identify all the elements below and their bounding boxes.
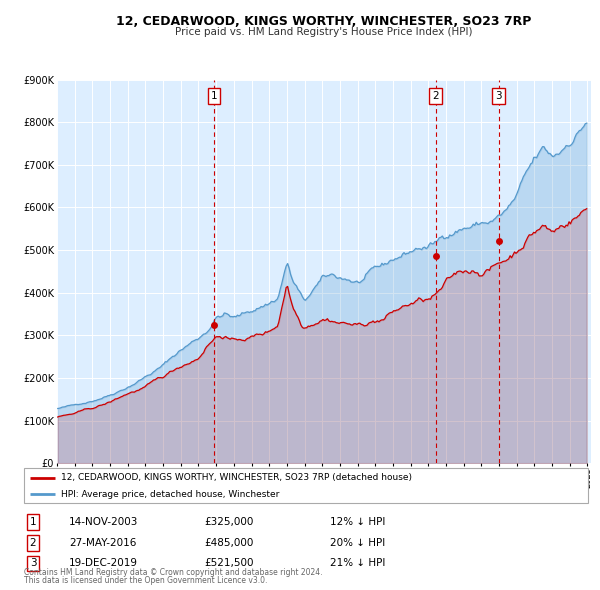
Text: £521,500: £521,500 [204, 559, 254, 568]
Text: 19-DEC-2019: 19-DEC-2019 [69, 559, 138, 568]
Text: 12, CEDARWOOD, KINGS WORTHY, WINCHESTER, SO23 7RP: 12, CEDARWOOD, KINGS WORTHY, WINCHESTER,… [116, 15, 532, 28]
Text: £325,000: £325,000 [204, 517, 253, 527]
Text: Contains HM Land Registry data © Crown copyright and database right 2024.: Contains HM Land Registry data © Crown c… [24, 568, 323, 577]
Text: HPI: Average price, detached house, Winchester: HPI: Average price, detached house, Winc… [61, 490, 279, 499]
Text: Price paid vs. HM Land Registry's House Price Index (HPI): Price paid vs. HM Land Registry's House … [175, 27, 473, 37]
Text: 3: 3 [29, 559, 37, 568]
Text: 27-MAY-2016: 27-MAY-2016 [69, 538, 136, 548]
Text: 2: 2 [29, 538, 37, 548]
Text: 21% ↓ HPI: 21% ↓ HPI [330, 559, 385, 568]
Text: 1: 1 [29, 517, 37, 527]
Text: 12, CEDARWOOD, KINGS WORTHY, WINCHESTER, SO23 7RP (detached house): 12, CEDARWOOD, KINGS WORTHY, WINCHESTER,… [61, 473, 412, 482]
Text: 1: 1 [211, 91, 217, 101]
Text: £485,000: £485,000 [204, 538, 253, 548]
Text: 12% ↓ HPI: 12% ↓ HPI [330, 517, 385, 527]
Text: 20% ↓ HPI: 20% ↓ HPI [330, 538, 385, 548]
Text: 3: 3 [495, 91, 502, 101]
Text: This data is licensed under the Open Government Licence v3.0.: This data is licensed under the Open Gov… [24, 576, 268, 585]
Text: 14-NOV-2003: 14-NOV-2003 [69, 517, 139, 527]
Text: 2: 2 [432, 91, 439, 101]
